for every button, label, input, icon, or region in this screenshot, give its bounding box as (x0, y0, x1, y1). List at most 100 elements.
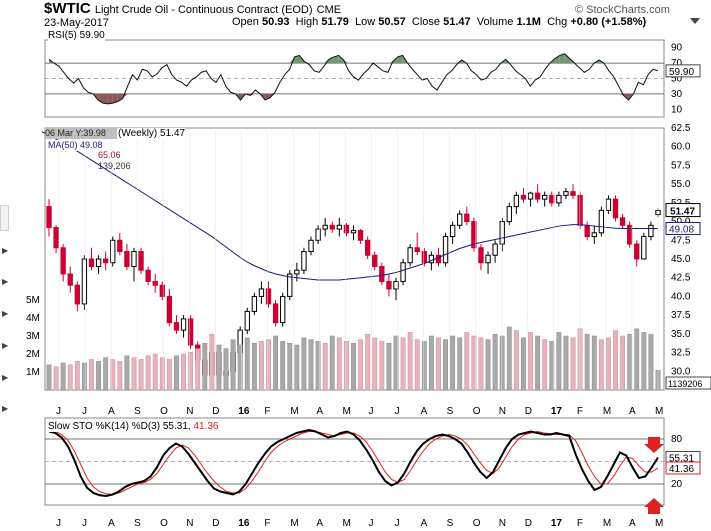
rsi-oversold-fill (618, 93, 624, 96)
chevron-right-icon[interactable]: ▶ (2, 246, 9, 255)
candle-body (435, 254, 442, 264)
x-tick-label-bottom: A (316, 518, 323, 529)
ma-legend-label: MA(50) 49.08 (48, 140, 103, 150)
x-tick-label-bottom: 16 (238, 518, 250, 529)
candle-body (634, 243, 640, 260)
x-tick-label-bottom: A (108, 518, 115, 529)
candle-body (619, 217, 626, 226)
open-value: 50.93 (261, 16, 290, 28)
price-tick-label: 45.0 (671, 254, 691, 265)
candle-body (315, 228, 321, 241)
side-panel-tab[interactable] (0, 205, 9, 231)
volume-panel: 5M 4M 3M 2M 1M 1139206 (26, 295, 711, 391)
candle-body (60, 247, 66, 275)
volume-bar (159, 357, 165, 391)
chevron-right-icon[interactable]: ▶ (2, 373, 9, 382)
volume-bar (294, 344, 300, 391)
volume-bar (443, 339, 448, 391)
rsi-overbought-fill (328, 56, 334, 64)
x-tick-label-bottom: F (577, 518, 583, 529)
volume-bar (301, 337, 307, 391)
ticker-symbol[interactable]: $WTIC (44, 0, 91, 17)
volume-bar (209, 333, 215, 391)
rsi-oversold-fill (265, 93, 271, 101)
volume-bar (613, 330, 618, 391)
candle-body (336, 224, 343, 230)
low-label: Low (354, 16, 376, 28)
chevron-right-icon[interactable]: ▶ (2, 404, 9, 413)
volume-bar (273, 335, 279, 391)
volume-bar (110, 359, 116, 391)
candle-body (74, 284, 80, 305)
volume-bar (308, 339, 314, 391)
crosshair-readout: 06 Mar Y:39.98 (45, 128, 117, 139)
candle-body (131, 251, 137, 267)
candle-body (81, 258, 88, 305)
x-tick-label-top: N (186, 406, 193, 417)
volume-bar (195, 348, 201, 391)
sto-k-box-label: 55.31 (669, 454, 694, 465)
candle-body (372, 254, 378, 267)
price-tick-label: 57.5 (671, 160, 691, 171)
candle-body (88, 258, 95, 267)
candle-body (612, 198, 619, 219)
rsi-overbought-fill (338, 55, 344, 64)
candle-body (386, 280, 392, 290)
volume-bar (450, 335, 456, 391)
x-tick-label-bottom: A (421, 518, 428, 529)
open-label: Open (232, 16, 259, 28)
volume-bar (131, 357, 137, 391)
volume-bar (457, 337, 463, 391)
rsi-panel: 90 70 50 30 10 59.90 (44, 39, 701, 118)
x-tick-label-bottom: M (603, 518, 611, 529)
rsi-tick-label: 10 (671, 104, 683, 115)
volume-bar (329, 335, 335, 391)
volume-bar (343, 341, 349, 391)
rsi-value-label: 59.90 (669, 67, 694, 78)
candle-body (442, 236, 449, 264)
volume-bar (60, 362, 66, 391)
x-axis: J J J J A A S S O O N N D D 16 16 F F M M A A M M J J J J A A S S O O N N D D… (56, 128, 663, 529)
ma-legend: MA(50) 49.08 (48, 140, 103, 151)
chevron-right-icon[interactable]: ▶ (2, 341, 9, 350)
x-tick-label-top: O (473, 406, 481, 417)
annotation-value-2: 139,206 (98, 161, 131, 171)
volume-bar (570, 337, 576, 391)
volume-bar (386, 342, 392, 391)
rsi-oversold-fill (107, 93, 113, 104)
rsi-overbought-fill (554, 55, 560, 64)
volume-bar (535, 335, 541, 391)
stochastic-tick-label: 80 (671, 434, 683, 445)
sto-k-value: 55.31 (162, 421, 188, 432)
volume-bar (96, 360, 101, 391)
volume-bar (563, 335, 569, 391)
price-annotation-2: 139,206 (98, 161, 131, 172)
candle-body (265, 288, 272, 305)
candle-body (110, 239, 116, 264)
candle-body (53, 227, 59, 249)
stochastic-k-line (48, 428, 659, 498)
volume-bar (266, 339, 271, 391)
chevron-down-icon[interactable] (690, 18, 700, 24)
candle-body (102, 258, 109, 264)
rsi-line (48, 53, 659, 105)
x-tick-label-top: S (134, 406, 141, 417)
volume-bar (648, 333, 654, 391)
candle-body (499, 221, 505, 245)
ma-value-box (665, 221, 701, 235)
candle-body (294, 269, 300, 275)
candle-body (343, 224, 350, 234)
chevron-right-icon[interactable]: ▶ (2, 309, 9, 318)
x-tick-label-top: 17 (551, 406, 563, 417)
candle-body (117, 239, 123, 253)
volume-bar (230, 339, 236, 391)
price-annotation-1: 65.06 (98, 150, 121, 161)
volume-bar (74, 360, 80, 391)
volume-bar (237, 344, 243, 391)
x-tick-label-top: J (82, 406, 87, 417)
chevron-right-icon[interactable]: ▶ (2, 277, 9, 286)
candle-body (641, 236, 647, 260)
volume-bar (53, 366, 59, 391)
price-tick-label: 55.0 (671, 179, 691, 190)
